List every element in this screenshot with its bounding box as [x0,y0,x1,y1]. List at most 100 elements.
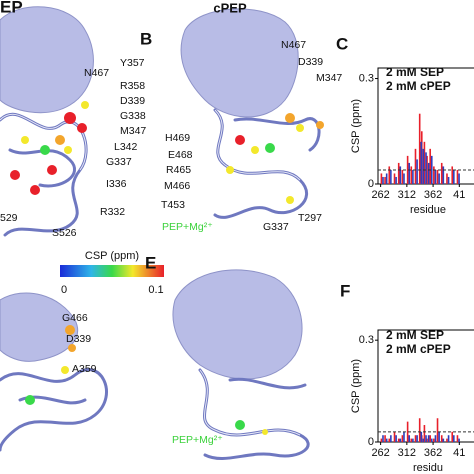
x-axis-label: residue [410,204,446,216]
bar [456,169,459,184]
bar [418,418,421,442]
bar [420,141,423,184]
bar [434,435,437,442]
bar [446,173,448,184]
colorbar-max: 0.1 [148,284,163,296]
x-tick-label: 362 [424,189,442,201]
bar [458,438,460,442]
x-tick-label: 312 [398,189,416,201]
y-tick-label: 0 [368,436,374,448]
residue-label: R332 [100,206,125,218]
residue-label: G466 [62,312,88,324]
bar [380,438,383,442]
bar [451,166,454,184]
bar [447,435,450,442]
residue-label: T453 [161,199,185,211]
x-tick-label: 362 [424,447,442,459]
residue-label: N467 [281,39,306,51]
bar [436,418,439,442]
colorbar [60,265,164,277]
bar [442,166,445,184]
bar [385,438,388,442]
residue-label: Y357 [120,57,145,69]
bar [410,166,413,184]
residue-label: S526 [52,227,77,239]
bar [412,438,414,442]
bar [399,166,402,184]
residue-label: M347 [316,72,342,84]
y-axis-label: CSP (ppm) [350,359,362,413]
bar [418,113,421,184]
x-tick-label: 41 [453,447,465,459]
bar [453,169,455,184]
bar [451,431,454,442]
bar [384,435,386,442]
bar [397,438,400,442]
bar [440,162,443,184]
residue-label: H469 [165,132,190,144]
structure-d [0,292,108,452]
colorbar-min: 0 [61,284,67,296]
bar [401,435,404,442]
bar [436,169,439,184]
residue-label: R465 [166,164,191,176]
residue-label: A359 [72,363,97,375]
legend-label: 2 mM cPEP [386,342,451,356]
bar [423,425,426,442]
bar [412,169,414,184]
legend-label: 2 mM cPEP [386,79,451,93]
bar [456,435,459,442]
bar [440,435,443,442]
residue-label: L342 [114,141,138,153]
bar [416,435,418,442]
panel-title: cPEP [213,0,247,15]
bar [446,438,448,442]
residue-label: E468 [168,149,193,161]
bar [393,173,396,184]
bar [438,173,440,184]
bar [393,431,396,442]
structure-e [172,269,310,460]
y-axis-label: CSP (ppm) [350,99,362,153]
panel-label: B [140,29,152,48]
bar [414,148,417,184]
bar [380,173,383,184]
residue-label: G337 [106,156,132,168]
bar [390,169,392,184]
panel-label: EP [0,0,23,16]
x-tick-label: 262 [371,447,389,459]
bar [433,166,435,184]
residue-label: 529 [0,212,18,224]
residue-label: M347 [120,125,146,137]
bar [434,169,437,184]
bar [406,155,409,184]
bar [433,438,435,442]
bar [403,173,405,184]
bar [453,435,455,442]
residue-label: D339 [120,95,145,107]
bar [382,176,384,184]
x-tick-label: 262 [371,189,389,201]
bar [399,438,402,442]
bar [395,435,397,442]
bar [426,155,428,184]
bar [458,173,460,184]
panel-label: F [340,281,350,300]
ligand-label: PEP+Mg²⁺ [172,434,223,446]
bar [426,438,428,442]
bar [416,159,418,184]
bar [390,435,392,442]
bar [427,435,430,442]
residue-label: M466 [164,180,190,192]
bar [384,176,386,184]
legend-label: 2 mM SEP [386,328,444,342]
x-axis-label: residu [413,462,443,474]
colorbar-title: CSP (ppm) [85,250,139,262]
bar [422,438,425,442]
bar [408,162,411,184]
bar [420,431,423,442]
bar [414,435,417,442]
y-tick-label: 0 [368,178,374,190]
